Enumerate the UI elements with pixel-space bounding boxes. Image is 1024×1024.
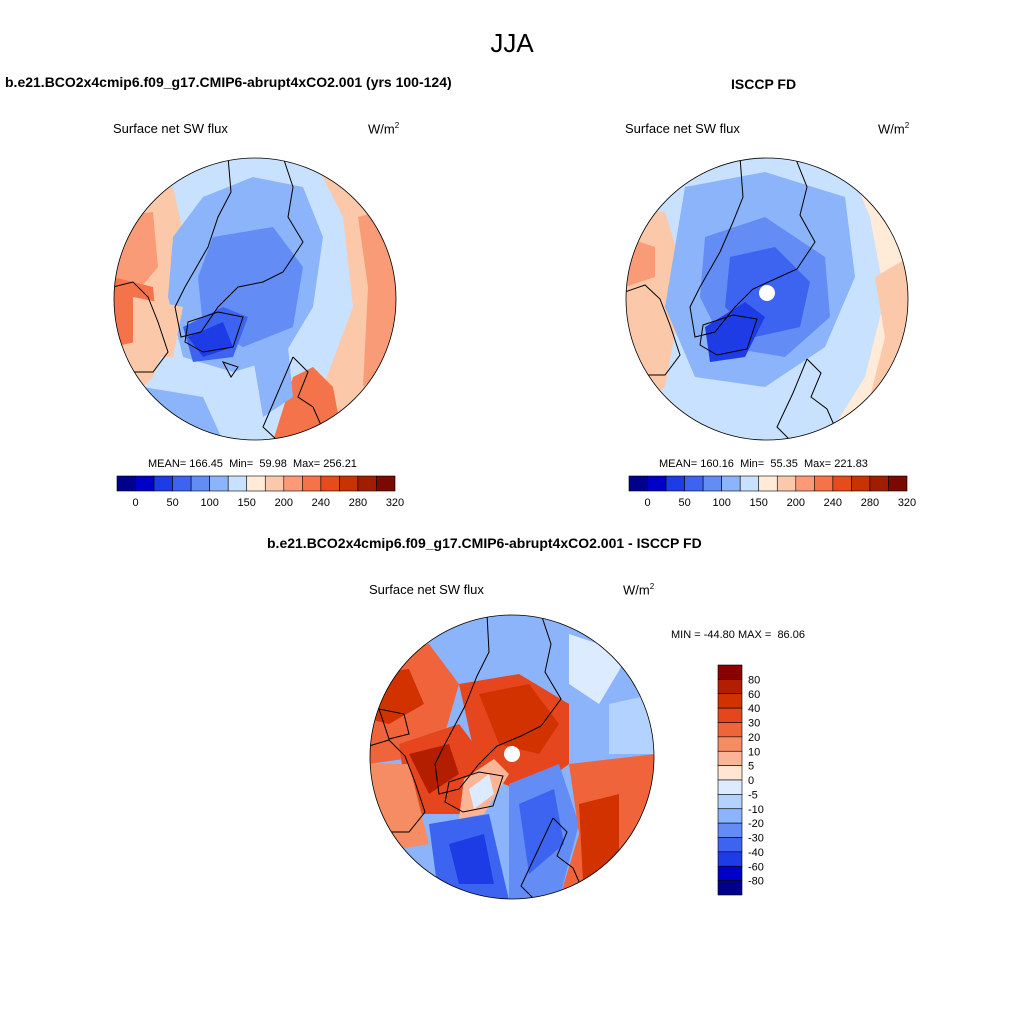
panel2-colorbar-swatch <box>702 475 722 492</box>
panel2-colorbar-swatch <box>628 475 648 492</box>
panel1-colorbar-swatch <box>339 475 359 492</box>
panel2-colorbar: 0 50 100 150 200 240 280 320 <box>628 475 916 509</box>
panel2-colorbar-swatch <box>647 475 667 492</box>
panel2-colorbar-swatch <box>832 475 852 492</box>
panel3-colorbar-tick-label: 40 <box>748 703 760 715</box>
panel1-units: W/m2 <box>368 121 400 137</box>
panel1-colorbar-tick-label: 100 <box>200 497 218 509</box>
panel3-colorbar-swatch <box>717 750 743 766</box>
panel1-polar-map <box>113 157 397 441</box>
panel3-colorbar-tick-label: -5 <box>748 789 758 801</box>
panel3-colorbar-tick-label: 0 <box>748 775 754 787</box>
panel1-colorbar-tick-label: 320 <box>386 497 404 509</box>
panel2-colorbar-swatch <box>776 475 797 492</box>
panel2-colorbar-swatch <box>795 475 815 492</box>
panel3-colorbar-swatch <box>717 794 743 810</box>
panel1-colorbar-swatch <box>283 475 303 492</box>
panel3-minmax: MIN = -44.80 MAX = 86.06 <box>671 629 805 641</box>
panel1-colorbar-swatch <box>302 475 322 492</box>
panel3-colorbar-swatch <box>717 679 743 695</box>
panel3-colorbar-swatch <box>717 851 743 867</box>
panel3-colorbar-tick-label: 30 <box>748 718 760 730</box>
panel3-colorbar-swatch <box>717 693 743 709</box>
panel2-colorbar-tick-label: 150 <box>750 497 768 509</box>
panel1-colorbar-swatch <box>246 475 266 492</box>
panel3-colorbar-swatch <box>717 865 743 881</box>
panel2-colorbar-swatch <box>665 475 685 492</box>
panel1-colorbar-tick-label: 200 <box>275 497 293 509</box>
panel2-variable-label: Surface net SW flux <box>625 121 740 136</box>
panel1-variable-label: Surface net SW flux <box>113 121 228 136</box>
panel3-polar-map <box>369 614 655 900</box>
panel3-colorbar-swatch <box>717 722 743 738</box>
panel2-units: W/m2 <box>878 121 910 137</box>
panel3-colorbar-swatch <box>717 765 743 781</box>
panel3-colorbar-tick-label: -40 <box>748 847 764 859</box>
panel2-colorbar-tick-label: 240 <box>824 497 842 509</box>
panel2-colorbar-swatch <box>888 475 908 492</box>
panel2-colorbar-swatch <box>851 475 871 492</box>
panel3-units: W/m2 <box>623 582 655 598</box>
panel1-colorbar-tick-label: 280 <box>349 497 367 509</box>
panel2-title: ISCCP FD <box>731 76 797 92</box>
panel3-colorbar-swatch <box>717 664 743 680</box>
panel2-colorbar-tick-label: 0 <box>644 497 650 509</box>
panel3-colorbar-tick-label: -80 <box>748 876 764 888</box>
panel3-colorbar-tick-label: -20 <box>748 818 764 830</box>
panel1-colorbar-tick-label: 240 <box>312 497 330 509</box>
panel2-stats: MEAN= 160.16 Min= 55.35 Max= 221.83 <box>659 458 868 470</box>
panel2-colorbar-tick-label: 280 <box>861 497 879 509</box>
panel2-polar-map <box>625 157 909 441</box>
panel1-colorbar-swatch <box>357 475 377 492</box>
panel1-colorbar-tick-label: 0 <box>132 497 138 509</box>
panel3-colorbar-swatch <box>717 736 743 752</box>
panel1-colorbar: 0 50 100 150 200 240 280 320 <box>116 475 404 509</box>
panel1-colorbar-tick-label: 50 <box>166 497 178 509</box>
panel3-colorbar-tick-label: 60 <box>748 689 760 701</box>
panel3-colorbar-swatch <box>717 837 743 853</box>
panel2-colorbar-tick-label: 200 <box>787 497 805 509</box>
panel3-colorbar: 80 60 40 30 20 10 5 0 -5 -10 -20 -30 -40 -60 -80 <box>717 664 764 896</box>
panel2-colorbar-swatch <box>684 475 704 492</box>
panel1-colorbar-swatch <box>116 475 136 492</box>
panel3-colorbar-tick-label: 10 <box>748 746 760 758</box>
season-title: JJA <box>490 28 534 58</box>
panel2-colorbar-tick-label: 50 <box>678 497 690 509</box>
panel2-colorbar-swatch <box>869 475 889 492</box>
panel3-colorbar-tick-label: 80 <box>748 674 760 686</box>
panel2-colorbar-tick-label: 320 <box>898 497 916 509</box>
panel1-stats: MEAN= 166.45 Min= 59.98 Max= 256.21 <box>148 458 357 470</box>
panel2-colorbar-swatch <box>758 475 778 492</box>
panel3-colorbar-swatch <box>717 707 743 723</box>
panel3-colorbar-swatch <box>717 779 743 795</box>
panel3-colorbar-tick-label: -30 <box>748 833 764 845</box>
panel1-colorbar-swatch <box>264 475 285 492</box>
panel2-colorbar-tick-label: 100 <box>712 497 730 509</box>
panel2-colorbar-swatch <box>721 475 741 492</box>
panel3-colorbar-swatch <box>717 808 743 824</box>
panel1-title: b.e21.BCO2x4cmip6.f09_g17.CMIP6-abrupt4x… <box>5 74 452 90</box>
panel3-colorbar-swatch <box>717 822 743 838</box>
panel1-colorbar-tick-label: 150 <box>238 497 256 509</box>
panel3-colorbar-tick-label: 5 <box>748 761 754 773</box>
panel3-colorbar-tick-label: 20 <box>748 732 760 744</box>
panel1-colorbar-swatch <box>135 475 155 492</box>
panel2-colorbar-swatch <box>739 475 760 492</box>
panel1-colorbar-swatch <box>190 475 210 492</box>
panel3-variable-label: Surface net SW flux <box>369 582 484 597</box>
panel1-colorbar-swatch <box>227 475 248 492</box>
panel2-colorbar-swatch <box>814 475 834 492</box>
panel1-colorbar-swatch <box>376 475 396 492</box>
panel1-colorbar-swatch <box>153 475 173 492</box>
panel3-colorbar-tick-label: -10 <box>748 804 764 816</box>
panel1-colorbar-swatch <box>209 475 229 492</box>
panel1-colorbar-swatch <box>320 475 340 492</box>
panel3-colorbar-tick-label: -60 <box>748 861 764 873</box>
panel3-colorbar-swatch <box>717 880 743 896</box>
panel3-title: b.e21.BCO2x4cmip6.f09_g17.CMIP6-abrupt4x… <box>267 535 702 551</box>
panel1-colorbar-swatch <box>172 475 192 492</box>
